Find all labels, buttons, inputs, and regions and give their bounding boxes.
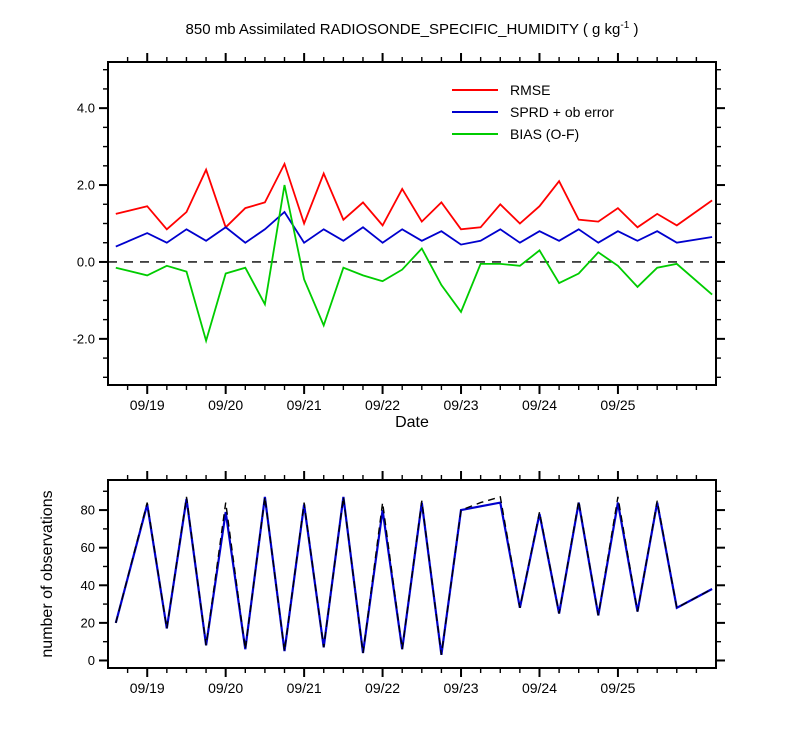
x-tick-label: 09/23 xyxy=(444,680,479,696)
y-tick-label: -2.0 xyxy=(73,331,95,346)
chart-title-suffix: ) xyxy=(629,21,639,38)
legend-label-bias: BIAS (O-F) xyxy=(510,126,580,142)
chart-title-superscript: -1 xyxy=(620,20,630,31)
x-tick-label: 09/20 xyxy=(208,680,243,696)
legend-label-rmse: RMSE xyxy=(510,82,551,98)
sprd-ob-error-line xyxy=(115,210,713,248)
x-tick-label: 09/25 xyxy=(600,397,635,413)
rmse-line xyxy=(115,161,713,231)
x-axis-title-date: Date xyxy=(395,414,429,431)
y-tick-label: 2.0 xyxy=(77,178,95,193)
rmse-line-swatch xyxy=(452,89,498,91)
x-tick-label: 09/20 xyxy=(208,397,243,413)
legend-label-sprd: SPRD + ob error xyxy=(510,104,614,120)
x-tick-label: 09/19 xyxy=(130,680,165,696)
bias-o-f--line xyxy=(115,184,713,345)
x-tick-label: 09/21 xyxy=(287,397,322,413)
x-tick-label: 09/22 xyxy=(365,397,400,413)
legend-item-rmse: RMSE xyxy=(452,79,614,101)
chart-title-text: 850 mb Assimilated RADIOSONDE_SPECIFIC_H… xyxy=(185,21,621,38)
plot-frame xyxy=(107,61,717,386)
observations-dashed-black-line xyxy=(115,496,713,655)
x-tick-label: 09/24 xyxy=(522,680,557,696)
legend-item-bias: BIAS (O-F) xyxy=(452,123,614,145)
x-tick-label: 09/19 xyxy=(130,397,165,413)
chart-title: 850 mb Assimilated RADIOSONDE_SPECIFIC_H… xyxy=(108,20,716,38)
plot-frame xyxy=(107,479,717,669)
x-tick-label: 09/25 xyxy=(600,680,635,696)
sprd-line-swatch xyxy=(452,111,498,113)
x-tick-label: 09/21 xyxy=(287,680,322,696)
y-tick-label: 40 xyxy=(81,578,95,593)
y-tick-label: 0 xyxy=(88,653,95,668)
legend: RMSE SPRD + ob error BIAS (O-F) xyxy=(452,79,614,145)
bias-line-swatch xyxy=(452,133,498,135)
legend-item-sprd: SPRD + ob error xyxy=(452,101,614,123)
y-axis-title-observations: number of observations xyxy=(39,490,56,658)
x-tick-label: 09/22 xyxy=(365,680,400,696)
x-tick-label: 09/24 xyxy=(522,397,557,413)
x-tick-label: 09/23 xyxy=(444,397,479,413)
y-tick-label: 0.0 xyxy=(77,254,95,269)
y-tick-label: 80 xyxy=(81,503,95,518)
y-tick-label: 20 xyxy=(81,615,95,630)
y-tick-label: 4.0 xyxy=(77,101,95,116)
y-tick-label: 60 xyxy=(81,540,95,555)
